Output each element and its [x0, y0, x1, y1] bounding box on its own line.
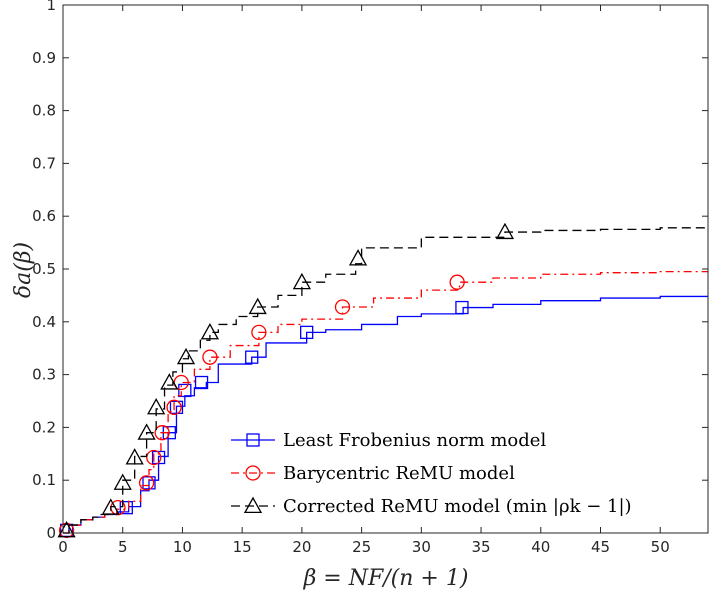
- x-tick-label-7: 35: [472, 538, 491, 556]
- series-2-marker-5: [147, 397, 166, 415]
- series-2-marker-9: [248, 297, 267, 315]
- x-tick-label-6: 30: [412, 538, 431, 556]
- legend-marker-0: [246, 433, 260, 447]
- series-2-marker-11: [348, 249, 368, 266]
- legend: Least Frobenius norm model Barycentric Re…: [223, 420, 701, 527]
- legend-marker-2: [243, 496, 263, 514]
- x-axis-label: β = NF/(n + 1): [303, 566, 469, 591]
- series-0-marker-8: [245, 350, 259, 364]
- y-tick-label-4: 0.4: [32, 313, 56, 331]
- series-2-marker-1: [101, 498, 120, 515]
- legend-label-2: Corrected ReMU model (min |ρk − 1|): [283, 496, 632, 517]
- series-2-marker-4: [137, 423, 156, 440]
- series-0-marker-9: [300, 325, 314, 340]
- x-tick-label-10: 50: [651, 538, 670, 556]
- y-tick-label-1: 0.1: [32, 471, 56, 489]
- series-1-marker-10: [449, 274, 465, 290]
- legend-box: [223, 420, 701, 527]
- y-tick-label-0: 0: [46, 524, 56, 542]
- y-tick-label-9: 0.9: [32, 49, 56, 67]
- y-tick-label-8: 0.8: [32, 102, 56, 120]
- series-2-marker-3: [125, 448, 144, 465]
- legend-marker-1: [245, 465, 261, 481]
- series-1-marker-4: [154, 425, 170, 441]
- series-2-marker-2: [113, 473, 132, 490]
- x-tick-label-0: 0: [58, 538, 68, 556]
- series-0-marker-3: [151, 450, 166, 465]
- axes-layer: 0 5 10 15 20 25 30 35 40 45 50 0 0.1 0.2 0.3 0.4 0.5 0.6 0…: [32, 0, 709, 556]
- series-1-marker-5: [166, 399, 182, 415]
- x-tick-label-5: 25: [352, 538, 371, 556]
- series-2: [57, 222, 708, 538]
- y-tick-label-7: 0.7: [32, 154, 56, 172]
- series-layer: [57, 222, 708, 539]
- x-tick-label-4: 20: [292, 538, 311, 556]
- y-tick-label-3: 0.3: [32, 366, 56, 384]
- series-1-marker-7: [202, 349, 218, 365]
- series-2-marker-10: [292, 272, 311, 290]
- series-0-marker-10: [455, 300, 469, 315]
- legend-label-0: Least Frobenius norm model: [283, 430, 546, 451]
- x-tick-label-1: 5: [118, 538, 128, 556]
- series-1-marker-2: [138, 475, 155, 491]
- legend-label-1: Barycentric ReMU model: [283, 463, 515, 484]
- series-2-marker-6: [160, 373, 179, 390]
- series-1-marker-9: [334, 299, 351, 315]
- y-tick-label-5: 0.5: [32, 260, 56, 278]
- y-tick-label-10: 1: [46, 0, 56, 14]
- series-0-marker-1: [119, 501, 133, 515]
- x-tick-label-8: 40: [531, 538, 550, 556]
- x-tick-label-2: 10: [173, 538, 192, 556]
- series-0-marker-7: [194, 375, 209, 390]
- series-2-marker-8: [200, 323, 220, 340]
- x-tick-label-3: 15: [233, 538, 252, 556]
- series-line-2: [63, 227, 708, 534]
- x-tick-label-9: 45: [591, 538, 610, 556]
- y-tick-label-2: 0.2: [32, 418, 56, 436]
- series-2-marker-7: [176, 347, 196, 365]
- y-tick-label-6: 0.6: [32, 207, 56, 225]
- series-0-marker-6: [178, 383, 192, 398]
- series-1-marker-8: [251, 324, 267, 341]
- series-2-marker-12: [495, 222, 515, 240]
- series-1-marker-3: [146, 449, 162, 466]
- y-axis-label: δa(β): [11, 242, 36, 298]
